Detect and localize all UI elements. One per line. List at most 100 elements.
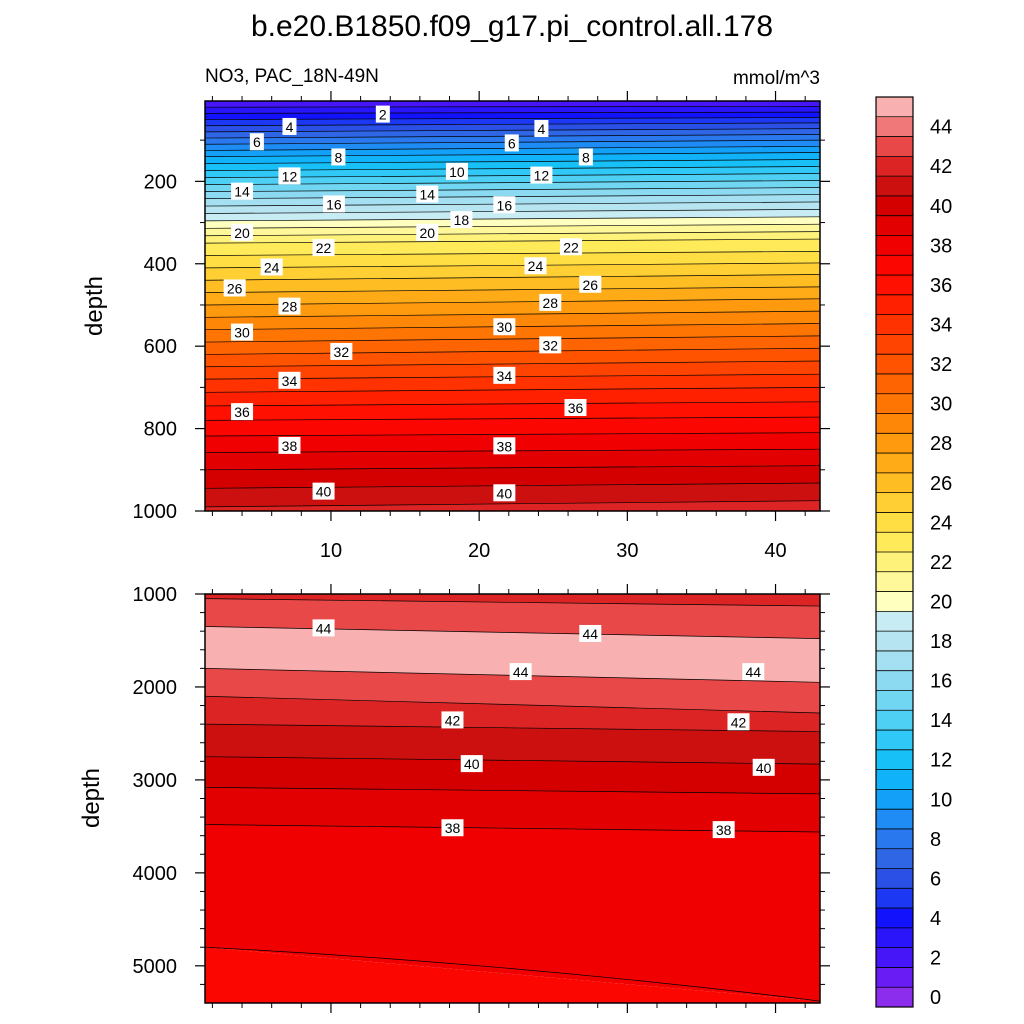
lower-contour-label: 42 [727,713,750,731]
upper-contour-label-bg [493,318,516,336]
upper-contour-label-text: 26 [583,277,599,293]
xtick-label: 40 [764,540,786,562]
upper-contour-label-text: 36 [568,400,584,416]
lower-contour-label-bg [752,758,775,776]
lower-band-4 [205,696,820,732]
colorbar-swatch-29 [876,413,913,434]
upper-band-19 [205,209,820,221]
upper-contour-line [205,152,820,157]
colorbar-label: 2 [930,948,941,970]
lower-contour-label-text: 38 [445,820,461,836]
upper-contour-label-bg [493,196,516,214]
colorbar-label: 30 [930,394,952,416]
lower-contour-label: 40 [460,755,483,773]
upper-contour-label-bg [504,134,519,152]
upper-contour-label-bg [231,182,254,200]
colorbar-label: 28 [930,433,952,455]
upper-contour-label-bg [416,223,439,241]
upper-contour-label: 12 [278,167,301,185]
colorbar-label: 22 [930,552,952,574]
colorbar-swatch-11 [876,769,913,790]
upper-contour-line [205,159,820,164]
lower-contour-label-text: 40 [464,756,480,772]
lower-contour-line [205,695,820,714]
upper-contour-line [205,117,820,120]
colorbar-swatch-7 [876,848,913,870]
upper-contour-label: 40 [493,484,516,502]
upper-contour-label-bg [278,371,301,389]
colorbar-label: 10 [930,789,952,811]
upper-contour-label: 24 [524,257,547,275]
lower-contour-line [205,756,820,765]
upper-contour-label-text: 14 [234,184,250,200]
upper-contour-label-text: 20 [234,225,250,241]
upper-band-14 [205,173,820,185]
lower-contour-label-bg [441,711,464,729]
lower-contour-line [205,723,820,732]
upper-contour-label-text: 4 [286,119,294,135]
colorbar-swatch-45 [876,97,913,118]
upper-band-20 [205,216,820,229]
lower-contour-label-bg [441,819,464,837]
upper-band-10 [205,146,820,157]
upper-contour-label: 36 [231,403,254,421]
lower-band-6 [205,756,820,794]
upper-contour-label-bg [530,166,553,184]
colorbar-swatch-30 [876,393,913,415]
upper-contour-line [205,180,820,185]
upper-contour-label-text: 32 [334,344,350,360]
upper-ytick-label: 400 [144,254,177,276]
colorbar-swatch-33 [876,334,913,355]
colorbar-label: 40 [930,196,952,218]
upper-contour-label: 28 [278,297,301,315]
upper-contour-label-bg [223,279,246,297]
upper-contour-line [205,262,820,269]
lower-contour-label-text: 40 [756,760,772,776]
upper-band-2 [205,101,820,108]
upper-contour-label-text: 6 [253,134,261,150]
lower-contour-label-text: 42 [731,714,747,730]
upper-contour-label-text: 28 [282,299,298,315]
lower-band-0 [205,594,820,607]
upper-contour-label-bg [564,398,587,416]
colorbar-swatch-42 [876,156,913,177]
upper-contour-label: 4 [534,120,549,138]
colorbar-swatch-44 [876,116,913,138]
lower-band-5 [205,724,820,765]
upper-contour-label-bg [278,436,301,454]
upper-contour-line [205,416,820,421]
colorbar-label: 26 [930,473,952,495]
colorbar-label: 24 [930,512,952,534]
lower-contour-label-bg [460,755,483,773]
upper-contour-label: 14 [231,182,254,200]
colorbar-swatch-17 [876,650,913,672]
upper-band-13 [205,166,820,178]
upper-contour-label-bg [539,293,562,311]
colorbar-label: 4 [930,908,941,930]
upper-contour-label: 24 [260,258,283,276]
lower-contour-label-bg [727,713,750,731]
upper-contour-line [205,231,820,237]
lower-contour-label-text: 44 [316,620,332,636]
lower-band-8 [205,824,820,1002]
colorbar-swatch-28 [876,433,913,454]
lower-contour-label-text: 44 [583,626,599,642]
upper-ytick-label: 800 [144,419,177,441]
upper-ytick-label: 1000 [133,501,178,523]
upper-contour-label-text: 18 [454,212,470,228]
upper-contour-label-text: 36 [234,404,250,420]
lower-contour-label-bg [579,624,602,642]
colorbar-swatch-27 [876,453,913,474]
lower-contour-label: 38 [441,819,464,837]
upper-contour-label: 38 [278,436,301,454]
colorbar-swatch-15 [876,690,913,711]
colorbar-swatch-39 [876,215,913,236]
upper-contour-label: 30 [231,323,254,341]
upper-contour-label-bg [278,297,301,315]
colorbar-swatch-18 [876,631,913,652]
colorbar-swatch-34 [876,314,913,335]
lower-contour-label-text: 44 [513,664,529,680]
upper-contour-label-bg [579,275,602,293]
lower-contour-label-bg [509,663,532,681]
